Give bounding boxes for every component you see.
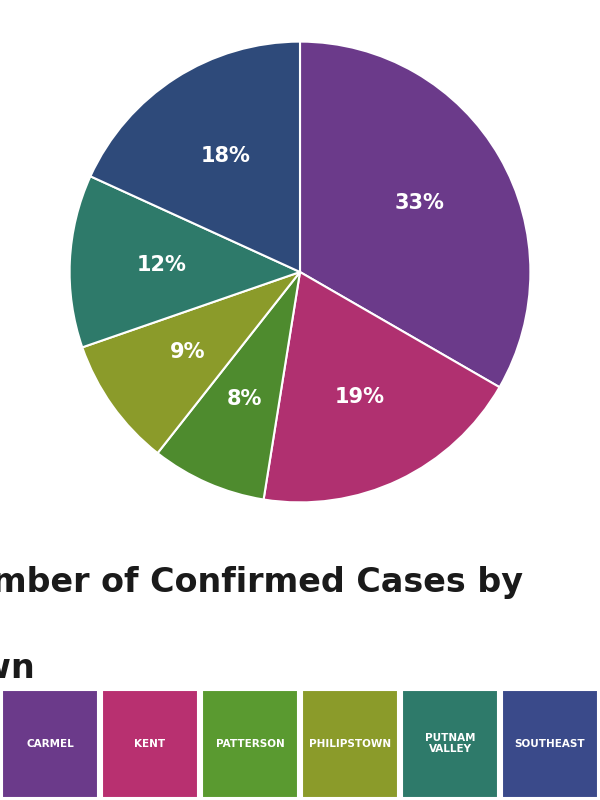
Wedge shape — [300, 42, 530, 387]
Bar — [2, 690, 98, 798]
Wedge shape — [263, 272, 500, 502]
Text: KENT: KENT — [134, 738, 166, 749]
Text: PUTNAM
VALLEY: PUTNAM VALLEY — [425, 733, 475, 754]
Bar — [302, 690, 398, 798]
Text: 33%: 33% — [395, 193, 445, 213]
Bar — [402, 690, 498, 798]
Text: 8%: 8% — [227, 389, 262, 409]
Text: SOUTHEAST: SOUTHEAST — [515, 738, 586, 749]
Bar — [102, 690, 198, 798]
Text: Number of Confirmed Cases by: Number of Confirmed Cases by — [0, 566, 523, 598]
Text: PHILIPSTOWN: PHILIPSTOWN — [309, 738, 391, 749]
Text: PATTERSON: PATTERSON — [215, 738, 284, 749]
Text: Town: Town — [0, 652, 36, 685]
Text: 9%: 9% — [170, 342, 205, 362]
Wedge shape — [70, 176, 300, 347]
Wedge shape — [91, 42, 300, 272]
Wedge shape — [158, 272, 300, 499]
Bar — [502, 690, 598, 798]
Text: 19%: 19% — [334, 387, 385, 407]
Text: CARMEL: CARMEL — [26, 738, 74, 749]
Text: 18%: 18% — [200, 146, 250, 166]
Wedge shape — [82, 272, 300, 453]
Bar — [202, 690, 298, 798]
Text: 12%: 12% — [137, 255, 187, 275]
